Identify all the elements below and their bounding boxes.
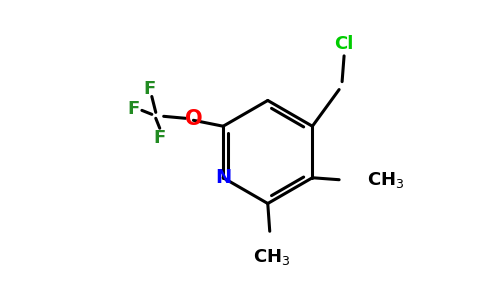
- Text: CH$_3$: CH$_3$: [253, 247, 290, 267]
- Text: F: F: [144, 80, 156, 98]
- Text: O: O: [184, 109, 202, 129]
- Text: Cl: Cl: [334, 35, 354, 53]
- Text: F: F: [153, 129, 166, 147]
- Text: CH$_3$: CH$_3$: [367, 170, 404, 190]
- Text: F: F: [128, 100, 140, 118]
- Text: N: N: [215, 168, 231, 187]
